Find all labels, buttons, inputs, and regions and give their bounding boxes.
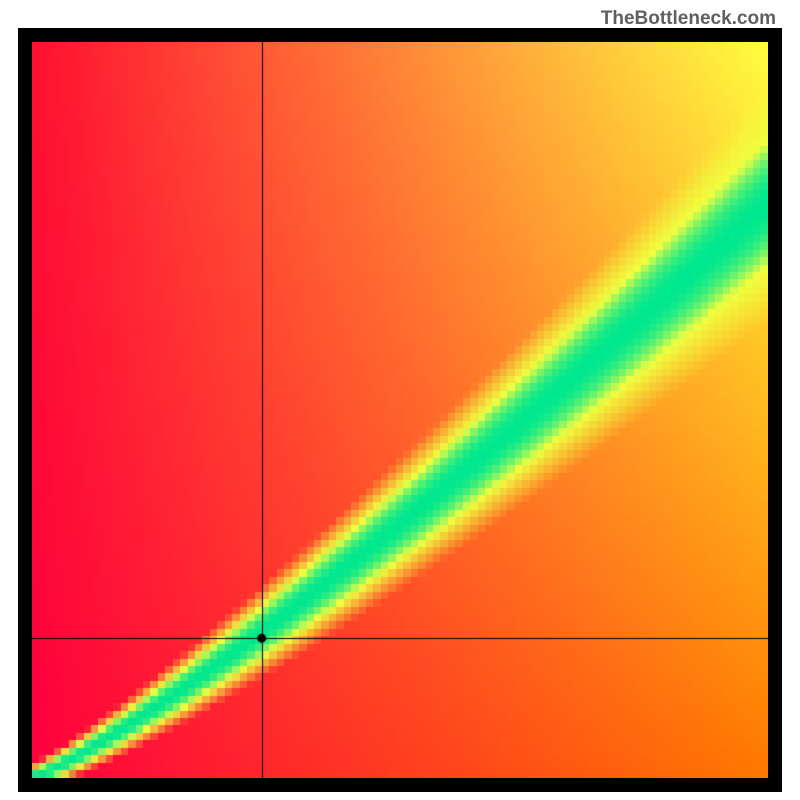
heatmap-plot [32,42,768,778]
watermark-text: TheBottleneck.com [601,8,776,30]
heatmap-canvas [32,42,768,778]
chart-frame [18,28,782,792]
